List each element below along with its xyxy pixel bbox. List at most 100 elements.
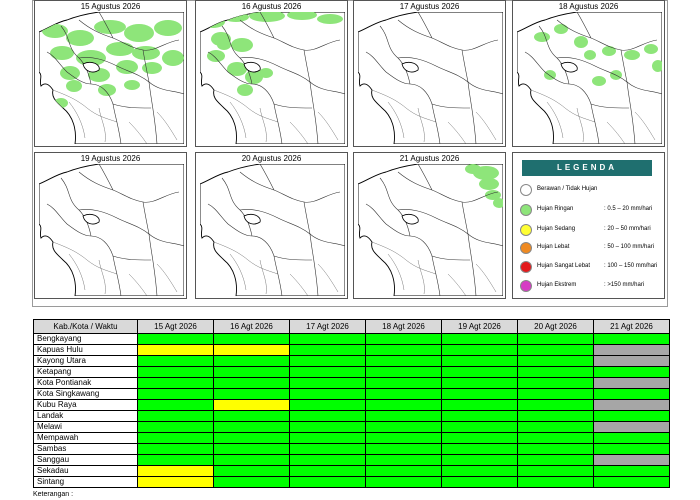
forecast-status-cell [137, 344, 214, 356]
forecast-map-panel: 18 Agustus 2026 [512, 0, 665, 147]
forecast-status-cell [517, 476, 594, 488]
regency-border [78, 171, 180, 203]
column-header-date: 15 Agt 2026 [137, 319, 214, 334]
river-line [68, 101, 86, 139]
forecast-map-panel: 17 Agustus 2026 [353, 0, 506, 147]
forecast-map-panel: 21 Agustus 2026 [353, 152, 506, 299]
region-name-cell: Sanggau [33, 454, 138, 466]
province-map [358, 12, 503, 144]
light-rain-area [465, 164, 481, 174]
forecast-status-cell [441, 399, 518, 411]
forecast-status-cell [289, 388, 366, 400]
river-line [447, 273, 467, 296]
forecast-status-cell [289, 443, 366, 455]
river-line [475, 111, 497, 141]
province-landmass [39, 164, 184, 296]
forecast-status-cell [365, 421, 442, 433]
forecast-status-cell [593, 388, 670, 400]
table-row: Kubu Raya [33, 399, 670, 411]
forecast-status-cell [593, 443, 670, 455]
forecast-status-cell [213, 465, 290, 477]
forecast-status-cell [517, 465, 594, 477]
legend-item-lebat: Hujan Lebat : 50 – 100 mm/hari [520, 242, 665, 256]
region-name-cell: Sambas [33, 443, 138, 455]
forecast-status-cell [593, 366, 670, 378]
region-name-cell: Sintang [33, 476, 138, 488]
province-landmass [358, 12, 503, 144]
legend-item-sedang: Hujan Sedang : 20 – 50 mm/hari [520, 224, 665, 238]
province-landmass [517, 12, 662, 144]
river-line [417, 259, 425, 295]
legend-label: Hujan Sedang [537, 226, 576, 232]
forecast-status-cell [289, 366, 366, 378]
table-row: Kapuas Hulu [33, 344, 670, 356]
map-date-title: 21 Agustus 2026 [399, 154, 460, 163]
map-date-title: 15 Agustus 2026 [80, 2, 141, 11]
forecast-status-cell [593, 421, 670, 433]
light-rain-area [66, 80, 82, 92]
regency-border [273, 103, 313, 109]
legend-range: : 0.5 – 20 mm/hari [604, 206, 653, 212]
river-line [156, 263, 178, 293]
forecast-status-cell [137, 333, 214, 345]
forecast-status-cell [365, 443, 442, 455]
regency-border [273, 255, 313, 261]
river-line [417, 107, 425, 143]
table-row: Sekadau [33, 465, 670, 477]
column-header-date: 19 Agt 2026 [441, 319, 518, 334]
forecast-status-cell [517, 410, 594, 422]
light-rain-area [592, 76, 606, 86]
river-line [289, 273, 309, 296]
regency-border [259, 164, 275, 191]
province-landmass [200, 12, 345, 144]
regency-border [309, 81, 319, 144]
regency-border [239, 19, 341, 51]
forecast-map-panel: 15 Agustus 2026 [34, 0, 187, 147]
river-line [475, 263, 497, 293]
regency-border [303, 201, 311, 235]
table-row: Sintang [33, 476, 670, 488]
regency-border [98, 164, 114, 191]
forecast-status-cell [517, 432, 594, 444]
region-name-cell: Kubu Raya [33, 399, 138, 411]
regency-border [556, 57, 662, 95]
table-body: Bengkayang Kapuas Hulu Kayong Utara Ketapan… [33, 333, 670, 488]
forecast-status-cell [441, 454, 518, 466]
lake-shape [243, 214, 261, 225]
regency-border [431, 255, 471, 261]
regency-border [626, 81, 636, 144]
table-header-row: Kab./Kota / Waktu 15 Agt 2026 16 Agt 202… [33, 319, 670, 334]
river-line [371, 241, 437, 275]
province-map [517, 12, 662, 144]
legend-swatch [520, 261, 532, 273]
column-header-date: 17 Agt 2026 [289, 319, 366, 334]
light-rain-area [50, 46, 74, 60]
region-name-cell: Mempawah [33, 432, 138, 444]
table-row: Sambas [33, 443, 670, 455]
lake-shape [560, 62, 578, 73]
regency-border [227, 223, 283, 296]
light-rain-area [217, 40, 231, 50]
forecast-status-cell [137, 443, 214, 455]
regency-border [397, 19, 499, 51]
regency-border [112, 103, 152, 109]
table-row: Kayong Utara [33, 355, 670, 367]
legend-range: : 50 – 100 mm/hari [604, 244, 655, 250]
forecast-status-cell [213, 377, 290, 389]
regency-border [397, 57, 503, 95]
light-rain-area [485, 190, 501, 200]
forecast-status-cell [517, 355, 594, 367]
light-rain-area [231, 38, 253, 52]
legend-label: Hujan Ekstrem [537, 282, 577, 288]
regency-border [207, 51, 229, 73]
map-date-title: 18 Agustus 2026 [558, 2, 619, 11]
light-rain-area [116, 60, 138, 74]
legend-range: : >150 mm/hari [604, 282, 645, 288]
forecast-status-cell [365, 333, 442, 345]
light-rain-area [249, 12, 285, 22]
province-map [39, 164, 184, 296]
river-line [98, 259, 106, 295]
river-line [606, 121, 626, 144]
river-line [52, 241, 118, 275]
forecast-status-cell [289, 344, 366, 356]
